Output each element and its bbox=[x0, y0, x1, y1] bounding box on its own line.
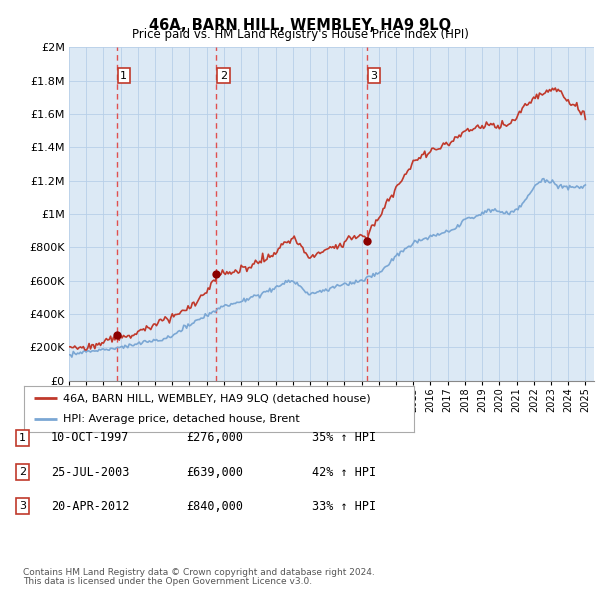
Text: 3: 3 bbox=[370, 71, 377, 80]
Text: £840,000: £840,000 bbox=[186, 500, 243, 513]
Text: 25-JUL-2003: 25-JUL-2003 bbox=[51, 466, 130, 478]
Text: 10-OCT-1997: 10-OCT-1997 bbox=[51, 431, 130, 444]
Text: This data is licensed under the Open Government Licence v3.0.: This data is licensed under the Open Gov… bbox=[23, 578, 312, 586]
Text: 3: 3 bbox=[19, 502, 26, 511]
Text: 46A, BARN HILL, WEMBLEY, HA9 9LQ (detached house): 46A, BARN HILL, WEMBLEY, HA9 9LQ (detach… bbox=[63, 394, 371, 404]
Text: Price paid vs. HM Land Registry's House Price Index (HPI): Price paid vs. HM Land Registry's House … bbox=[131, 28, 469, 41]
Text: 2: 2 bbox=[19, 467, 26, 477]
Text: 33% ↑ HPI: 33% ↑ HPI bbox=[312, 500, 376, 513]
Text: HPI: Average price, detached house, Brent: HPI: Average price, detached house, Bren… bbox=[63, 414, 300, 424]
Text: £276,000: £276,000 bbox=[186, 431, 243, 444]
Text: 2: 2 bbox=[220, 71, 227, 80]
Text: 46A, BARN HILL, WEMBLEY, HA9 9LQ: 46A, BARN HILL, WEMBLEY, HA9 9LQ bbox=[149, 18, 451, 32]
Text: £639,000: £639,000 bbox=[186, 466, 243, 478]
Text: 20-APR-2012: 20-APR-2012 bbox=[51, 500, 130, 513]
Text: 35% ↑ HPI: 35% ↑ HPI bbox=[312, 431, 376, 444]
Text: Contains HM Land Registry data © Crown copyright and database right 2024.: Contains HM Land Registry data © Crown c… bbox=[23, 568, 374, 577]
Text: 1: 1 bbox=[120, 71, 127, 80]
Text: 1: 1 bbox=[19, 433, 26, 442]
Text: 42% ↑ HPI: 42% ↑ HPI bbox=[312, 466, 376, 478]
